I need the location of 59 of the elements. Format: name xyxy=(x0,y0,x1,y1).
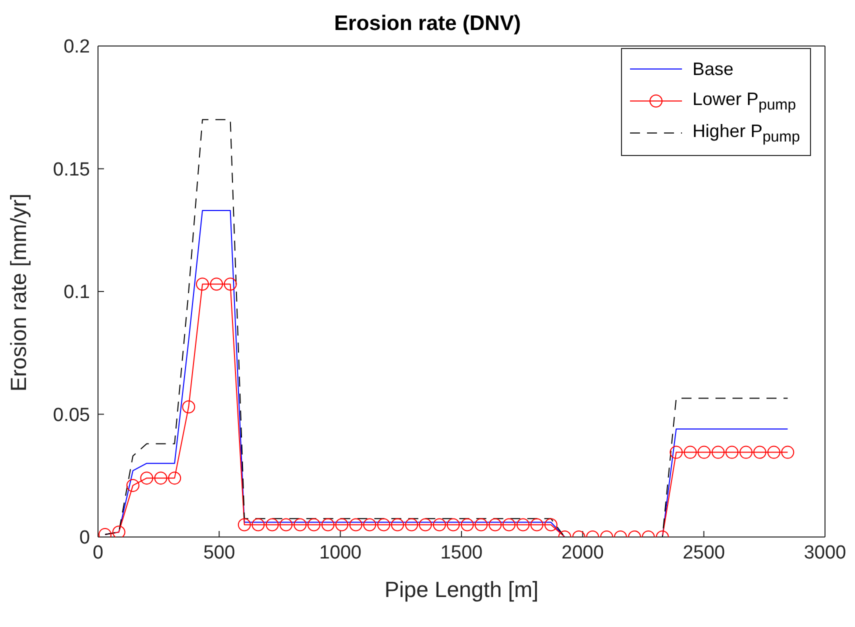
point xyxy=(684,446,697,459)
point xyxy=(544,518,558,532)
point xyxy=(307,518,320,532)
point xyxy=(335,518,348,532)
point xyxy=(446,518,460,532)
point xyxy=(349,518,362,532)
y-tick-label: 0 xyxy=(79,528,90,549)
x-tick-label: 2000 xyxy=(562,542,604,564)
point xyxy=(488,518,502,532)
point xyxy=(460,518,474,532)
point xyxy=(321,518,334,532)
point xyxy=(294,518,307,532)
point xyxy=(432,518,446,532)
point xyxy=(670,446,683,459)
x-tick-label: 2500 xyxy=(682,542,725,564)
point xyxy=(363,518,376,532)
point xyxy=(725,446,738,459)
point xyxy=(767,446,780,459)
point xyxy=(698,446,711,459)
point xyxy=(280,518,293,532)
legend-label: Lower P$_{pump}$ xyxy=(692,88,796,114)
y-axis-title: Erosion rate [mm/yr] xyxy=(6,193,31,392)
point xyxy=(210,278,223,291)
legend-label: Higher P$_{pump}$ xyxy=(692,120,800,146)
point xyxy=(196,278,209,291)
x-tick-label: 0 xyxy=(92,542,104,564)
point xyxy=(740,446,752,459)
point xyxy=(530,518,544,532)
chart-title: Erosion rate (DNV) xyxy=(334,12,521,35)
x-tick-label: 500 xyxy=(203,542,236,564)
point xyxy=(781,446,794,459)
y-tick-label: 0.1 xyxy=(64,282,90,304)
y-tick-label: 0.2 xyxy=(64,36,90,58)
point xyxy=(502,518,516,532)
point xyxy=(154,472,168,485)
point xyxy=(405,518,418,532)
point xyxy=(182,400,196,414)
point xyxy=(712,446,725,459)
point xyxy=(377,518,390,532)
y-tick-label: 0.15 xyxy=(53,159,90,180)
point xyxy=(474,518,488,532)
x-tick-label: 1000 xyxy=(319,542,362,564)
legend-label: Base xyxy=(692,58,734,78)
point xyxy=(224,278,237,291)
point xyxy=(753,446,766,459)
point xyxy=(112,526,126,537)
point xyxy=(418,518,432,532)
point xyxy=(266,518,279,532)
point xyxy=(516,518,530,532)
x-tick-label: 3000 xyxy=(804,542,846,564)
point xyxy=(126,478,140,492)
y-tick-label: 0.05 xyxy=(53,404,90,426)
point xyxy=(391,518,404,532)
point xyxy=(252,518,265,532)
point xyxy=(238,518,251,532)
point xyxy=(168,472,182,485)
x-axis-title: Pipe Length [m] xyxy=(384,577,539,602)
point xyxy=(140,472,154,485)
x-tick-label: 1500 xyxy=(440,542,483,564)
